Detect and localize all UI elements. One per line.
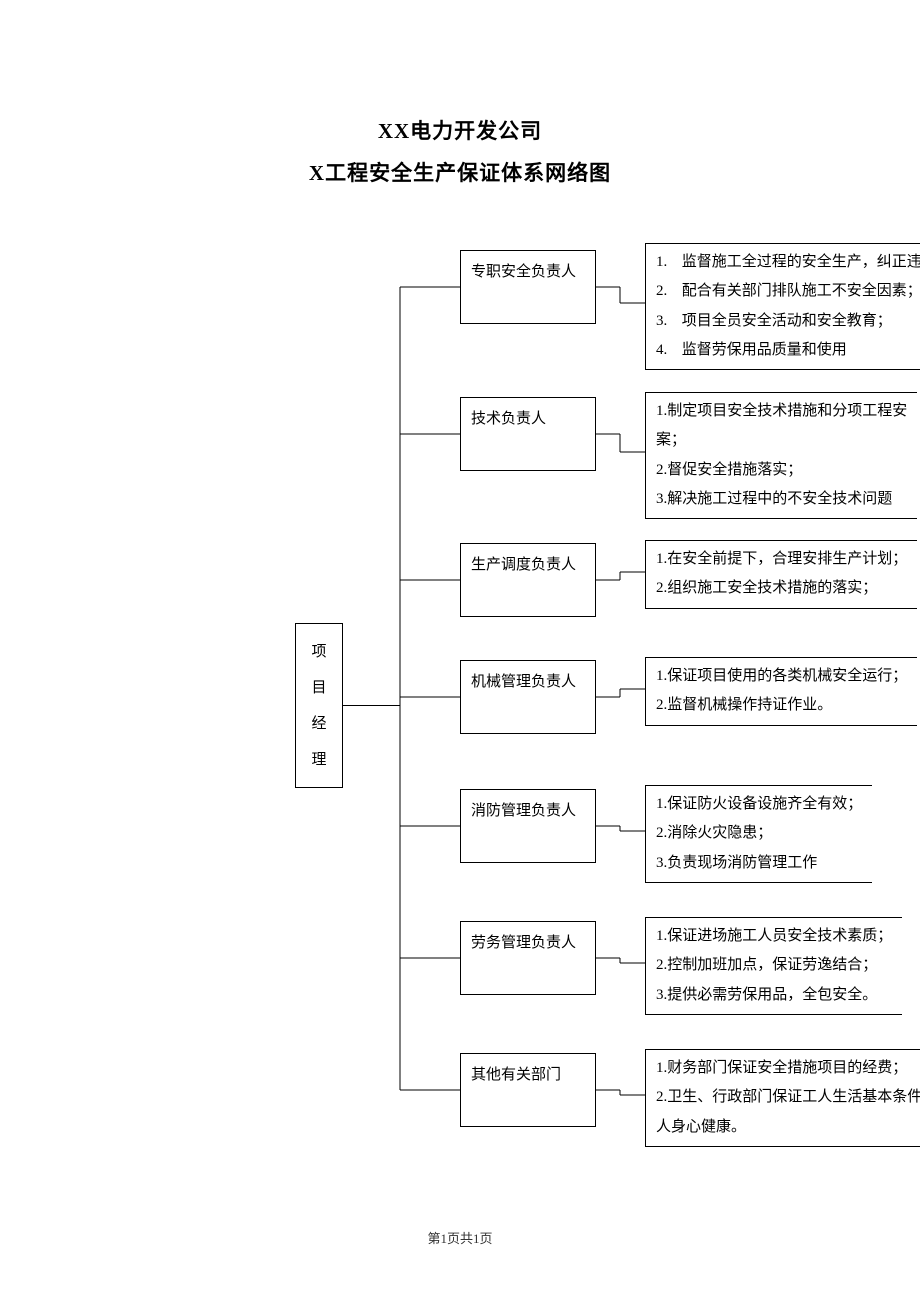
desc-item: 4. 监督劳保用品质量和使用 xyxy=(656,336,920,365)
desc-item: 3.提供必需劳保用品，全包安全。 xyxy=(656,981,892,1010)
company-title: XX电力开发公司 xyxy=(0,115,920,145)
role-node: 消防管理负责人 xyxy=(460,789,596,863)
desc-node: 1.在安全前提下，合理安排生产计划；2.组织施工安全技术措施的落实； xyxy=(645,540,917,609)
desc-node: 1.保证项目使用的各类机械安全运行；2.监督机械操作持证作业。 xyxy=(645,657,917,726)
role-node: 生产调度负责人 xyxy=(460,543,596,617)
desc-item: 1.保证项目使用的各类机械安全运行； xyxy=(656,662,907,691)
role-node: 机械管理负责人 xyxy=(460,660,596,734)
item-number: 4. xyxy=(656,336,678,365)
document-title: X工程安全生产保证体系网络图 xyxy=(0,157,920,187)
desc-item: 3. 项目全员安全活动和安全教育； xyxy=(656,307,920,336)
root-char: 目 xyxy=(302,670,336,706)
desc-item: 3.解决施工过程中的不安全技术问题 xyxy=(656,485,907,514)
desc-item: 3.负责现场消防管理工作 xyxy=(656,849,862,878)
desc-item: 2.控制加班加点，保证劳逸结合； xyxy=(656,951,892,980)
root-node: 项目经理 xyxy=(295,623,343,788)
item-number: 2. xyxy=(656,277,678,306)
desc-node: 1.制定项目安全技术措施和分项工程安案；2.督促安全措施落实；3.解决施工过程中… xyxy=(645,392,917,519)
item-text: 配合有关部门排队施工不安全因素； xyxy=(678,283,920,299)
desc-item: 2.监督机械操作持证作业。 xyxy=(656,691,907,720)
desc-item: 1.在安全前提下，合理安排生产计划； xyxy=(656,545,907,574)
role-node: 劳务管理负责人 xyxy=(460,921,596,995)
root-char: 经 xyxy=(302,706,336,742)
item-text: 监督施工全过程的安全生产，纠正违 xyxy=(678,254,920,270)
root-char: 项 xyxy=(302,634,336,670)
item-number: 3. xyxy=(656,307,678,336)
desc-item: 2.督促安全措施落实； xyxy=(656,456,907,485)
desc-item: 2.卫生、行政部门保证工人生活基本条件 xyxy=(656,1083,920,1112)
desc-node: 1.保证进场施工人员安全技术素质；2.控制加班加点，保证劳逸结合；3.提供必需劳… xyxy=(645,917,902,1015)
desc-item: 人身心健康。 xyxy=(656,1113,920,1142)
desc-item: 1.保证进场施工人员安全技术素质； xyxy=(656,922,892,951)
desc-item: 2.消除火灾隐患； xyxy=(656,819,862,848)
item-number: 1. xyxy=(656,248,678,277)
desc-item: 2.组织施工安全技术措施的落实； xyxy=(656,574,907,603)
desc-item: 1.保证防火设备设施齐全有效； xyxy=(656,790,862,819)
role-node: 其他有关部门 xyxy=(460,1053,596,1127)
item-text: 监督劳保用品质量和使用 xyxy=(678,342,847,358)
desc-item: 1.财务部门保证安全措施项目的经费； xyxy=(656,1054,920,1083)
desc-node: 1.财务部门保证安全措施项目的经费；2.卫生、行政部门保证工人生活基本条件人身心… xyxy=(645,1049,920,1147)
desc-item: 1. 监督施工全过程的安全生产，纠正违 xyxy=(656,248,920,277)
desc-item: 案； xyxy=(656,426,907,455)
desc-node: 1. 监督施工全过程的安全生产，纠正违2. 配合有关部门排队施工不安全因素；3.… xyxy=(645,243,920,370)
role-node: 技术负责人 xyxy=(460,397,596,471)
desc-item: 2. 配合有关部门排队施工不安全因素； xyxy=(656,277,920,306)
desc-item: 1.制定项目安全技术措施和分项工程安 xyxy=(656,397,907,426)
root-char: 理 xyxy=(302,742,336,778)
page-footer: 第1页共1页 xyxy=(0,1228,920,1247)
desc-node: 1.保证防火设备设施齐全有效；2.消除火灾隐患；3.负责现场消防管理工作 xyxy=(645,785,872,883)
item-text: 项目全员安全活动和安全教育； xyxy=(678,313,892,329)
page: XX电力开发公司 X工程安全生产保证体系网络图 项目经理 专职安全负责人 1. 监督… xyxy=(0,0,920,1302)
role-node: 专职安全负责人 xyxy=(460,250,596,324)
